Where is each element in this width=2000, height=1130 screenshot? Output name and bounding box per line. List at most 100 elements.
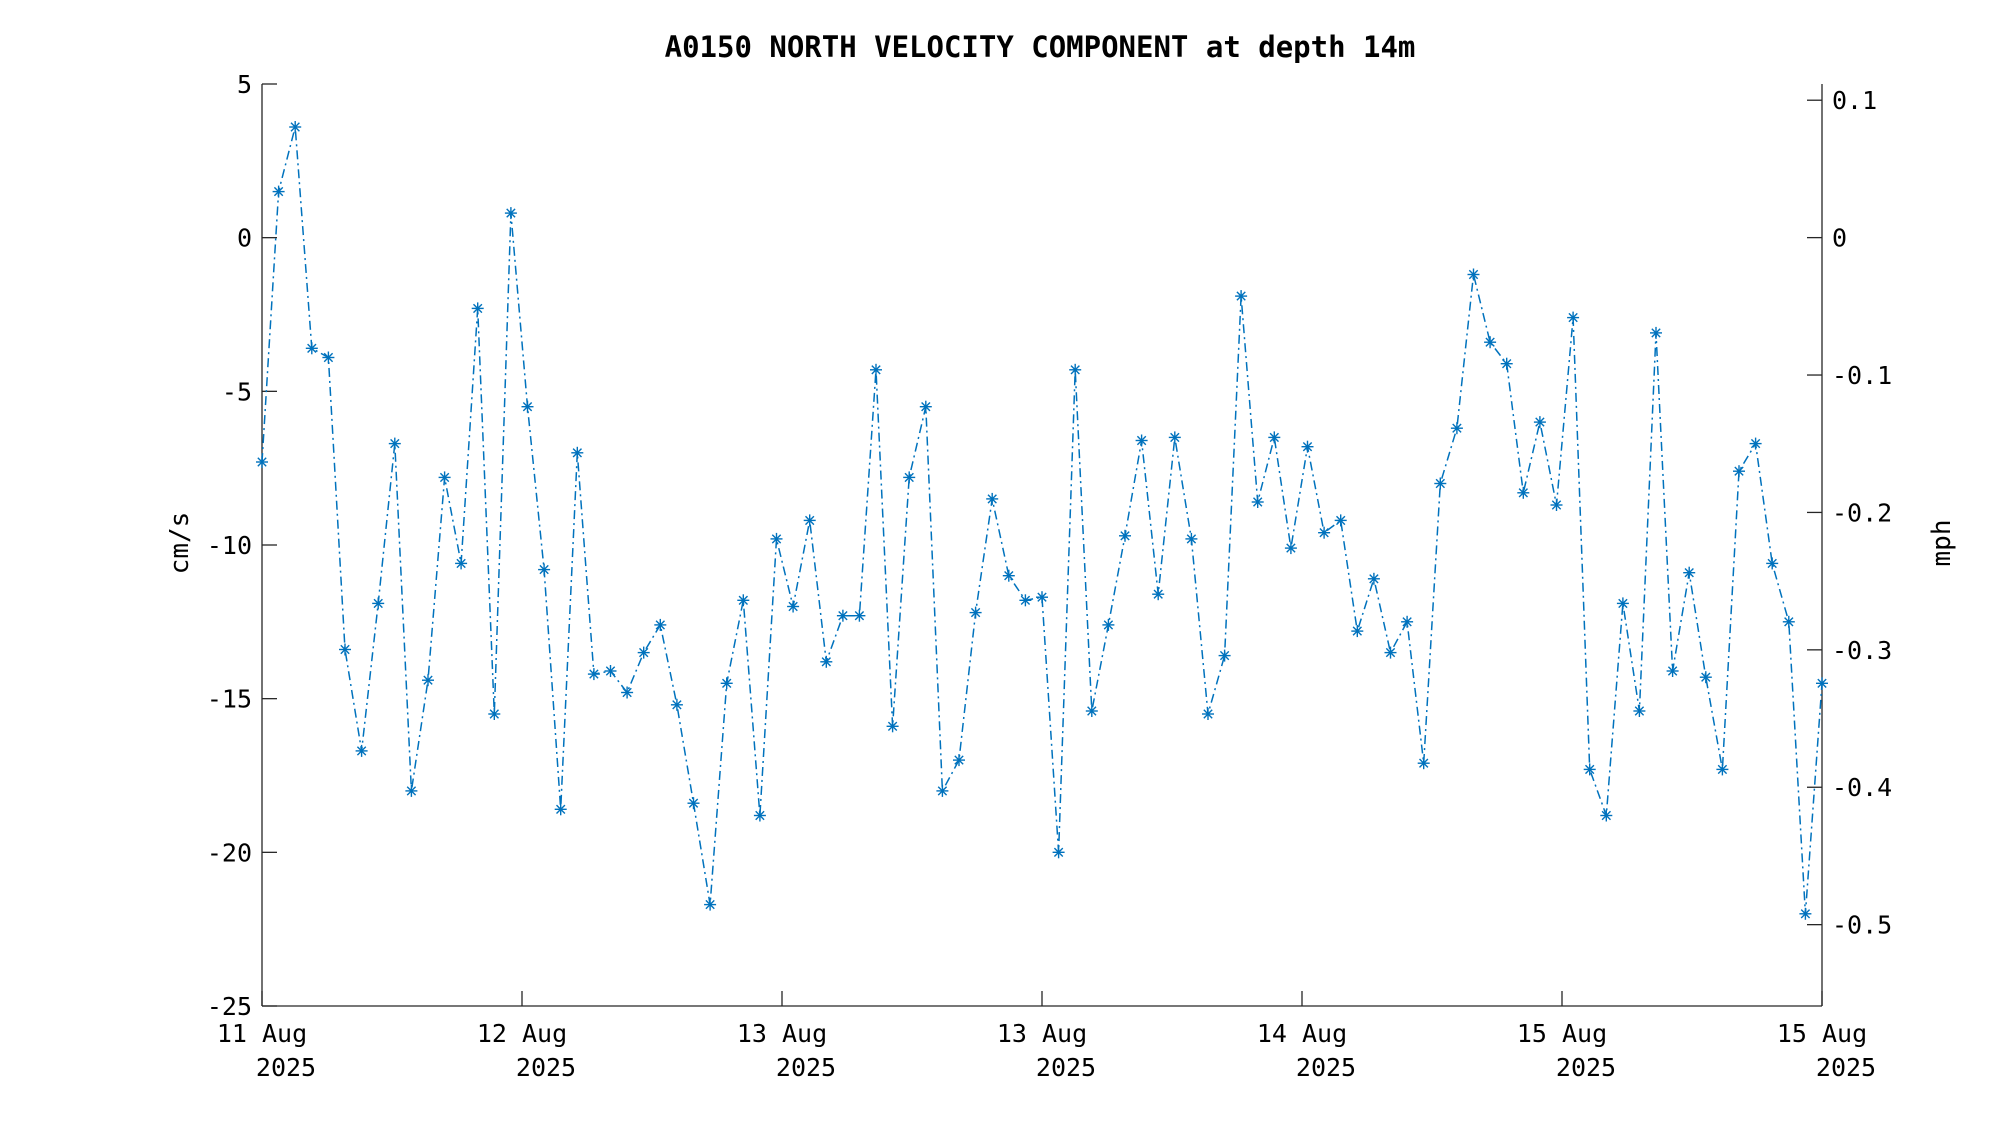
data-point (670, 698, 683, 711)
series-layer (256, 121, 1828, 920)
data-point (1268, 431, 1281, 444)
data-point (1683, 566, 1696, 579)
data-point (455, 557, 468, 570)
marker-stroke (1053, 847, 1064, 857)
data-point (1782, 615, 1795, 628)
data-point (1517, 486, 1530, 499)
marker-stroke (1336, 515, 1346, 526)
x-tick-label-date: 15 Aug (1777, 1019, 1867, 1048)
data-point (1633, 705, 1646, 717)
data-point (405, 784, 418, 797)
marker-stroke (1020, 595, 1031, 605)
data-point (1616, 597, 1629, 610)
data-point (1816, 677, 1828, 690)
x-tick-label-year: 2025 (1296, 1053, 1356, 1082)
data-point (355, 744, 368, 757)
y2-tick-label: -0.2 (1832, 498, 1892, 527)
marker-stroke (1286, 543, 1296, 553)
marker-stroke (456, 558, 466, 569)
marker-stroke (1684, 568, 1694, 578)
marker-stroke (1701, 672, 1711, 682)
chart-title: A0150 NORTH VELOCITY COMPONENT at depth … (665, 30, 1416, 64)
data-point (1484, 336, 1497, 349)
data-point (372, 597, 385, 610)
marker-stroke (970, 607, 981, 618)
data-point (289, 121, 302, 133)
data-point (986, 492, 999, 505)
marker-stroke (273, 186, 284, 197)
marker-stroke (904, 472, 914, 483)
marker-stroke (688, 798, 699, 808)
x-tick-label-date: 11 Aug (217, 1019, 307, 1048)
x-tick-label-date: 15 Aug (1517, 1019, 1607, 1048)
x-tick-label-year: 2025 (776, 1053, 836, 1082)
data-point (1002, 569, 1015, 582)
marker-stroke (921, 402, 931, 412)
x-tick-label-year: 2025 (516, 1053, 576, 1082)
data-point (1550, 499, 1563, 511)
y-tick-label: 5 (237, 70, 252, 99)
marker-stroke (1120, 531, 1130, 541)
data-point (1284, 542, 1297, 555)
data-point (1384, 646, 1397, 659)
marker-stroke (771, 534, 782, 544)
data-point (1135, 434, 1148, 447)
marker-stroke (1618, 598, 1628, 609)
marker-stroke (340, 644, 350, 655)
marker-stroke (1219, 650, 1230, 661)
marker-stroke (805, 515, 815, 526)
data-point (1019, 594, 1032, 607)
marker-stroke (307, 343, 317, 353)
data-point (753, 809, 766, 822)
marker-stroke (1817, 678, 1827, 688)
data-point (1069, 363, 1082, 376)
marker-stroke (1004, 571, 1014, 581)
data-point (1119, 529, 1131, 542)
y-tick-label: -25 (207, 992, 252, 1021)
data-point (903, 471, 916, 484)
data-point (272, 185, 285, 198)
data-point (388, 437, 401, 450)
y2-axis-label: mph (1927, 520, 1957, 567)
data-point (637, 646, 650, 659)
marker-stroke (1568, 312, 1578, 323)
data-point (1218, 649, 1231, 662)
data-point (604, 665, 617, 677)
x-tick-label-year: 2025 (256, 1053, 316, 1082)
data-point (538, 563, 551, 576)
y-axis-label: cm/s (165, 512, 195, 575)
data-point (836, 609, 849, 622)
data-point (820, 655, 833, 668)
marker-stroke (1369, 574, 1379, 584)
marker-stroke (506, 208, 516, 218)
data-point (687, 797, 700, 810)
marker-stroke (522, 402, 533, 412)
marker-stroke (589, 669, 599, 679)
marker-stroke (622, 687, 632, 698)
marker-stroke (1419, 758, 1429, 768)
data-point (1733, 465, 1745, 478)
marker-stroke (1485, 337, 1495, 347)
data-point (521, 400, 534, 413)
data-point (339, 643, 351, 656)
data-point (1235, 290, 1248, 303)
marker-stroke (705, 899, 715, 910)
data-point (1450, 422, 1463, 435)
marker-stroke (1717, 764, 1728, 775)
data-point (1152, 588, 1165, 601)
x-tick-label-date: 13 Aug (997, 1019, 1087, 1048)
data-point (704, 898, 717, 911)
data-point (471, 302, 484, 315)
marker-stroke (655, 620, 665, 630)
data-point (770, 532, 783, 545)
marker-stroke (1037, 592, 1047, 602)
x-tick-label-date: 14 Aug (1257, 1019, 1347, 1048)
marker-stroke (1087, 706, 1097, 716)
y2-tick-label: 0 (1832, 224, 1847, 253)
data-point (1185, 532, 1198, 545)
marker-stroke (821, 657, 831, 667)
data-point (936, 784, 949, 797)
marker-stroke (1203, 709, 1213, 719)
marker-stroke (788, 601, 798, 612)
